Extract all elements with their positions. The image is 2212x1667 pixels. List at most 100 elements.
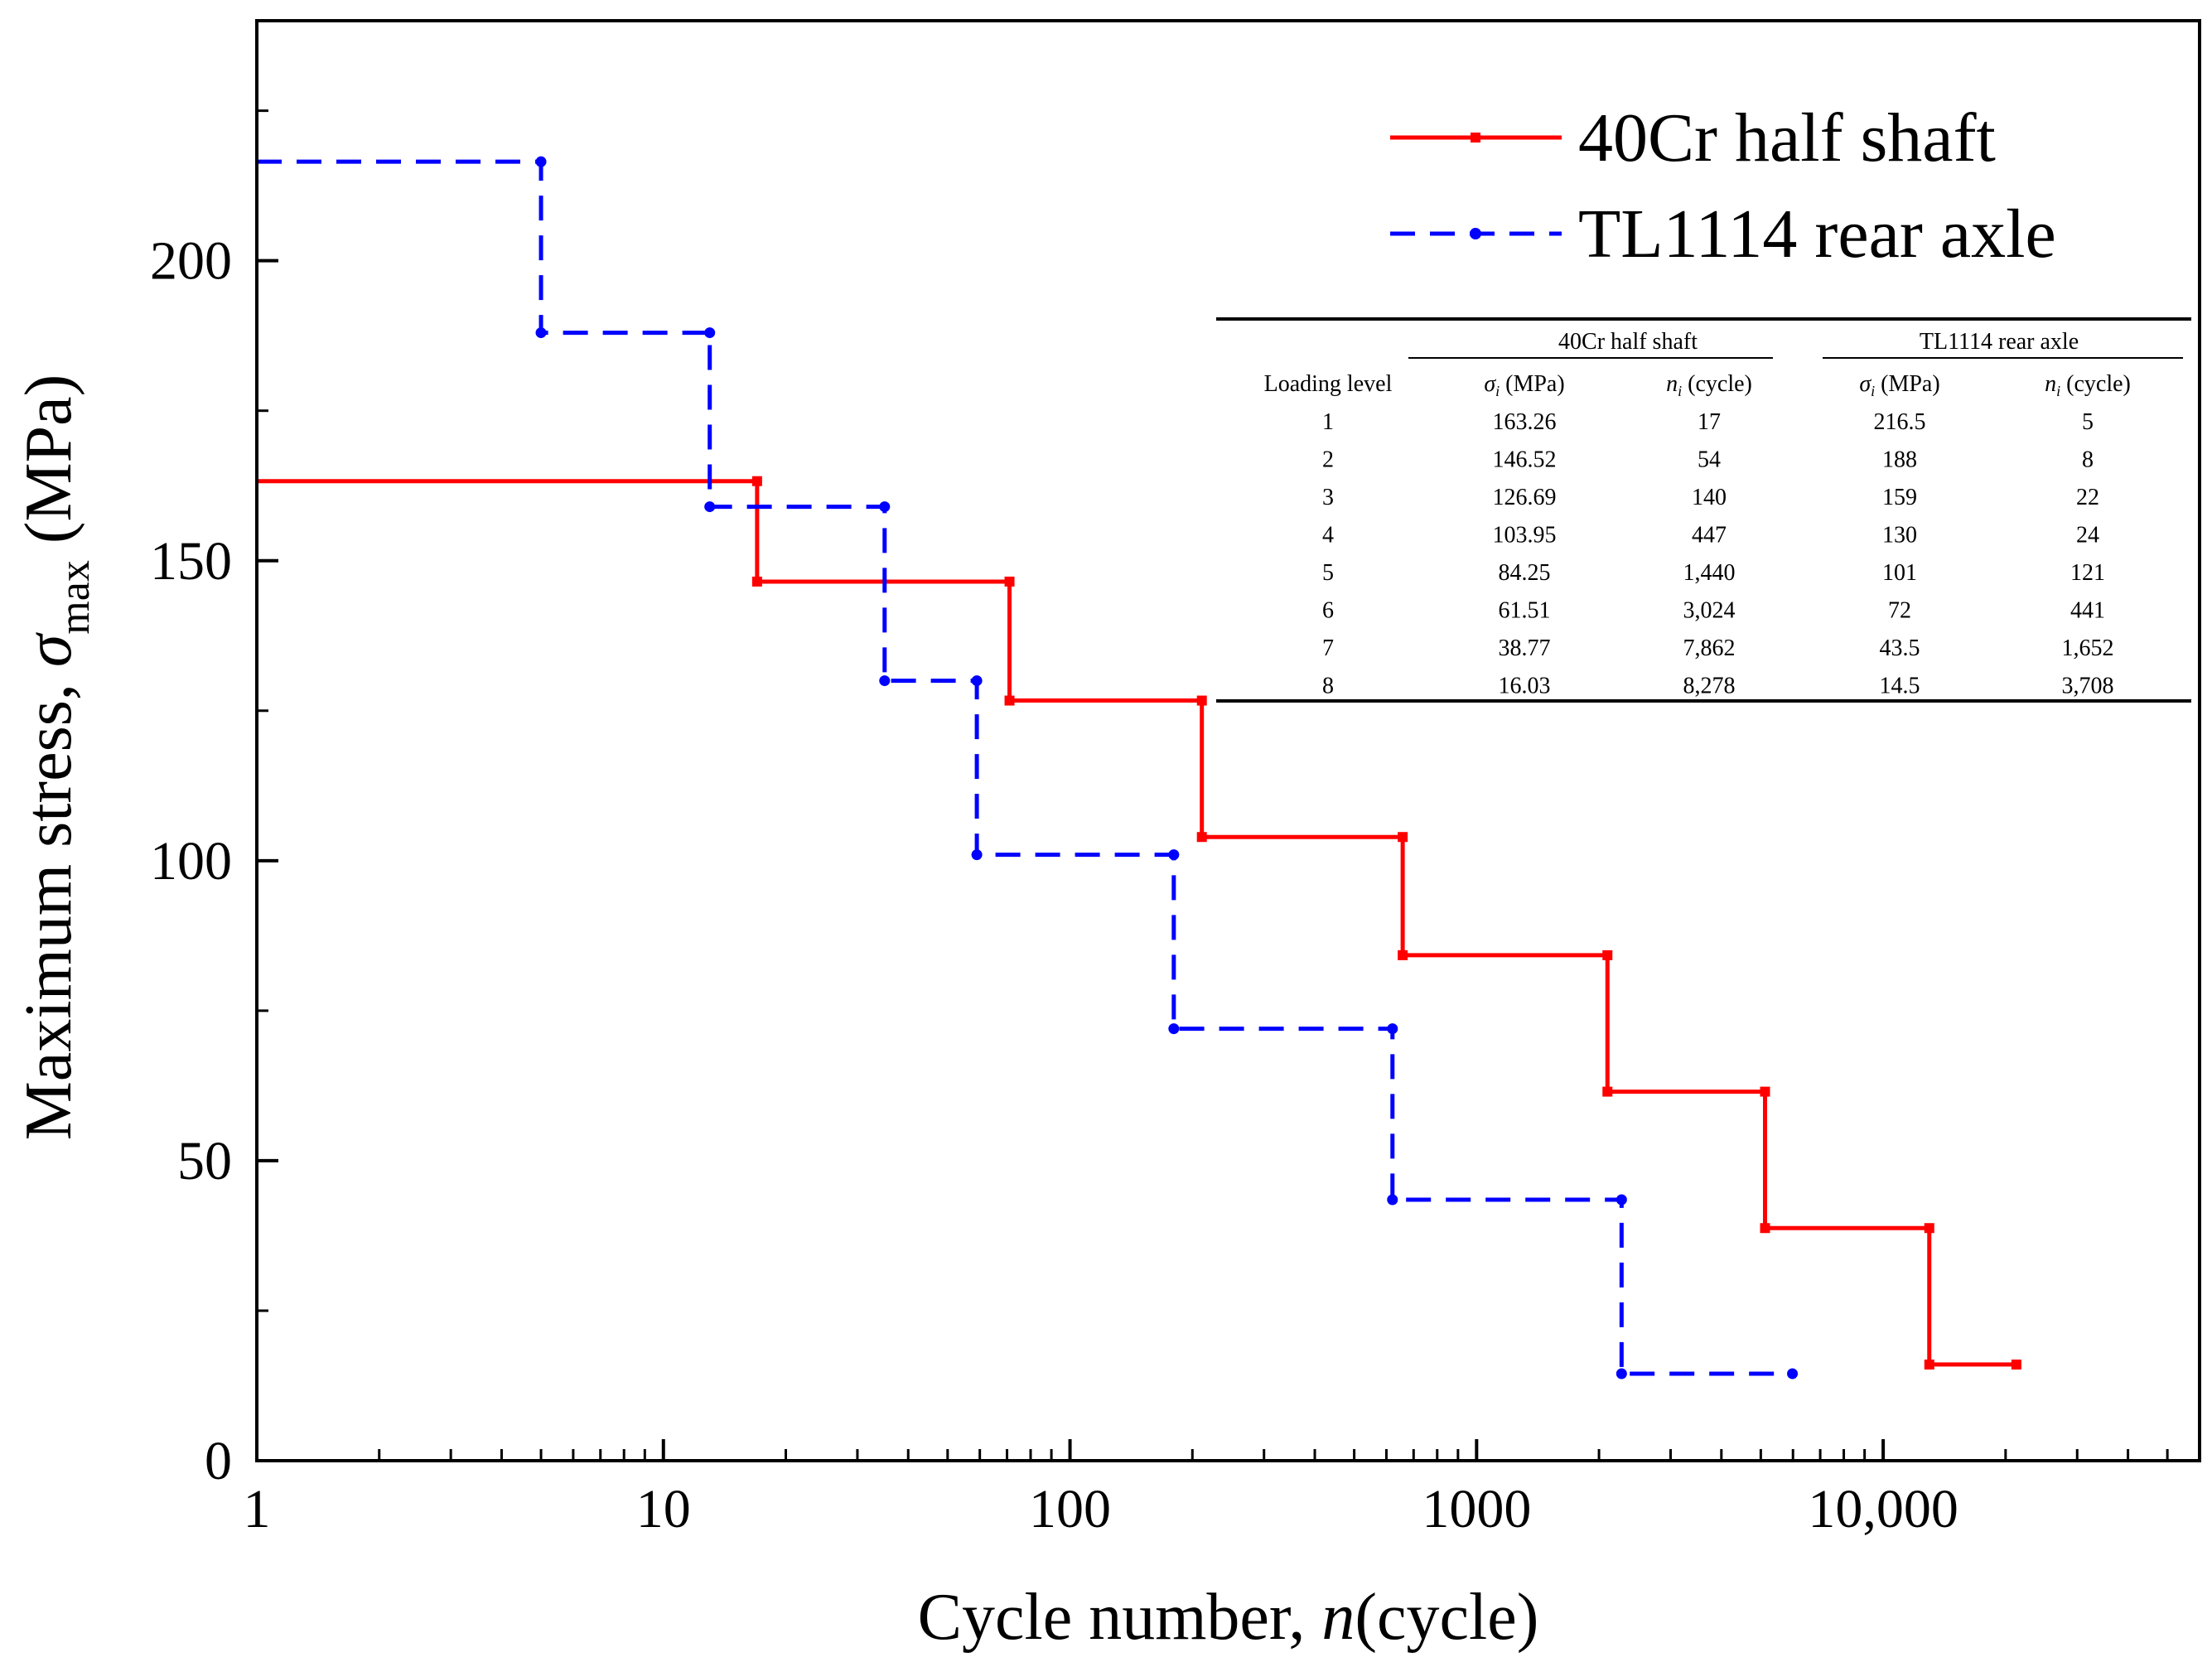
- table-cell: 1: [1322, 409, 1334, 435]
- data-point-40cr-half-shaft: [1602, 949, 1613, 960]
- data-point-tl1114-rear-axle: [1168, 1023, 1180, 1035]
- table-cell: 3,708: [2062, 674, 2114, 699]
- table-cell: 43.5: [1880, 635, 1920, 661]
- table-cell: 1,652: [2062, 635, 2114, 661]
- data-point-40cr-half-shaft: [1760, 1223, 1770, 1234]
- table-cell: 126.69: [1493, 485, 1557, 510]
- table-column-header: Loading level: [1264, 371, 1393, 397]
- table-cell: 447: [1692, 523, 1727, 548]
- series-layer: [257, 156, 2021, 1380]
- table-cell: 3: [1322, 485, 1334, 510]
- table-cell: 8: [2082, 447, 2094, 473]
- y-axis-label: Maximum stress, σmax (MPa): [12, 374, 99, 1141]
- x-axis-label: Cycle number, n(cycle): [918, 1581, 1539, 1654]
- table-cell: 16.03: [1499, 674, 1551, 699]
- table-cell: 4: [1322, 523, 1334, 548]
- data-point-40cr-half-shaft: [1196, 832, 1207, 843]
- data-point-40cr-half-shaft: [2011, 1359, 2021, 1370]
- table-group-header: 40Cr half shaft: [1558, 329, 1698, 355]
- table-cell: 140: [1692, 485, 1727, 510]
- data-point-tl1114-rear-axle: [1616, 1368, 1627, 1380]
- table-cell: 103.95: [1493, 523, 1557, 548]
- y-tick-label: 50: [177, 1131, 232, 1191]
- table-cell: 7: [1322, 635, 1334, 661]
- table-cell: 216.5: [1874, 409, 1926, 435]
- data-point-40cr-half-shaft: [1760, 1086, 1770, 1097]
- y-tick-label: 200: [150, 231, 232, 292]
- table-cell: 38.77: [1499, 635, 1551, 661]
- table-cell: 61.51: [1499, 598, 1551, 624]
- data-point-tl1114-rear-axle: [704, 327, 716, 339]
- data-point-40cr-half-shaft: [1924, 1223, 1934, 1234]
- data-point-40cr-half-shaft: [1196, 695, 1207, 706]
- table-cell: 5: [2082, 409, 2094, 435]
- table-cell: 24: [2076, 523, 2099, 548]
- data-point-tl1114-rear-axle: [971, 849, 983, 861]
- table-cell: 441: [2070, 598, 2105, 624]
- series-line-40cr-half-shaft: [257, 479, 2016, 1367]
- table-cell: 6: [1322, 598, 1334, 624]
- data-point-40cr-half-shaft: [1004, 695, 1015, 706]
- legend-label-40cr-half-shaft: 40Cr half shaft: [1578, 99, 1996, 176]
- table-group-header: TL1114 rear axle: [1920, 329, 2079, 355]
- ticks-layer: 0 50 100 150 200 1 10 100 1000 10,000: [150, 109, 2169, 1539]
- table-cell: 8: [1322, 674, 1334, 699]
- data-point-40cr-half-shaft: [751, 576, 762, 587]
- table-cell: 163.26: [1493, 409, 1557, 435]
- data-point-tl1114-rear-axle: [1387, 1194, 1398, 1206]
- table-cell: 159: [1882, 485, 1917, 510]
- x-tick-label: 10,000: [1808, 1479, 1958, 1539]
- x-tick-label: 1: [244, 1479, 271, 1539]
- table-column-header: σi (MPa): [1859, 371, 1939, 399]
- table-cell: 121: [2070, 560, 2105, 586]
- x-tick-label: 100: [1029, 1479, 1111, 1539]
- table-cell: 22: [2076, 485, 2099, 510]
- legend-label-tl1114-rear-axle: TL1114 rear axle: [1578, 196, 2056, 273]
- data-point-40cr-half-shaft: [1398, 832, 1408, 843]
- data-point-tl1114-rear-axle: [1787, 1368, 1799, 1380]
- legend-marker-tl1114-rear-axle: [1470, 228, 1481, 239]
- data-point-40cr-half-shaft: [1602, 1086, 1613, 1097]
- data-point-40cr-half-shaft: [1004, 576, 1015, 587]
- table-cell: 2: [1322, 447, 1334, 473]
- data-point-40cr-half-shaft: [1398, 949, 1408, 960]
- plot-frame: [255, 19, 2201, 1462]
- data-point-tl1114-rear-axle: [535, 327, 547, 339]
- data-point-tl1114-rear-axle: [879, 501, 891, 513]
- table-cell: 5: [1322, 560, 1334, 586]
- table-cell: 101: [1882, 560, 1917, 586]
- table-cell: 3,024: [1683, 598, 1736, 624]
- table-cell: 14.5: [1880, 674, 1920, 699]
- table-cell: 130: [1882, 523, 1917, 548]
- table-cell: 84.25: [1499, 560, 1551, 586]
- data-point-tl1114-rear-axle: [879, 675, 891, 687]
- data-point-40cr-half-shaft: [751, 476, 762, 486]
- table-cell: 146.52: [1493, 447, 1557, 473]
- y-tick-label: 0: [205, 1431, 232, 1491]
- table-column-header: ni (cycle): [2045, 371, 2131, 399]
- data-point-tl1114-rear-axle: [1387, 1023, 1398, 1035]
- table-cell: 17: [1698, 409, 1721, 435]
- data-point-tl1114-rear-axle: [1616, 1194, 1627, 1206]
- x-tick-label: 10: [636, 1479, 691, 1539]
- y-tick-label: 100: [150, 831, 232, 891]
- y-tick-label: 150: [150, 531, 232, 592]
- inset-data-table: 40Cr half shaft TL1114 rear axle Loading l…: [1216, 317, 2191, 703]
- table-cell: 54: [1698, 447, 1721, 473]
- table-column-header: σi (MPa): [1484, 371, 1564, 399]
- table-cell: 188: [1882, 447, 1917, 473]
- data-point-tl1114-rear-axle: [535, 156, 547, 167]
- data-point-tl1114-rear-axle: [971, 675, 983, 687]
- data-point-tl1114-rear-axle: [704, 501, 716, 513]
- legend-marker-40cr-half-shaft: [1471, 133, 1480, 143]
- table-cell: 7,862: [1683, 635, 1736, 661]
- table-cell: 72: [1888, 598, 1911, 624]
- series-line-tl1114-rear-axle: [257, 159, 1793, 1376]
- data-point-tl1114-rear-axle: [1168, 849, 1180, 861]
- table-cell: 1,440: [1683, 560, 1736, 586]
- x-tick-label: 1000: [1422, 1479, 1531, 1539]
- table-column-header: ni (cycle): [1666, 371, 1752, 399]
- legend: 40Cr half shaft TL1114 rear axle: [1390, 99, 2056, 273]
- table-cell: 8,278: [1683, 674, 1736, 699]
